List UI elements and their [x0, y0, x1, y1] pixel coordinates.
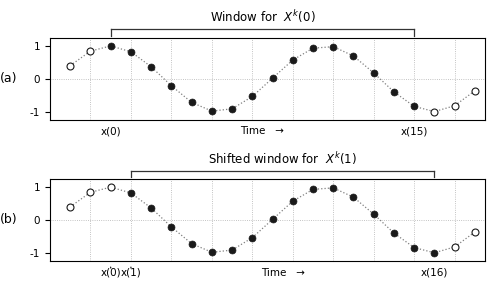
- Text: (b): (b): [0, 213, 18, 226]
- Text: x(0): x(0): [100, 268, 121, 278]
- Text: Time   →: Time →: [260, 268, 304, 278]
- Text: x(16): x(16): [420, 268, 448, 278]
- Text: (a): (a): [0, 72, 18, 85]
- Text: x(1): x(1): [120, 268, 142, 278]
- Text: Window for  $\mathit{X}^k$(0): Window for $\mathit{X}^k$(0): [210, 8, 316, 26]
- Text: x(0): x(0): [100, 126, 121, 136]
- Text: Shifted window for  $\mathit{X}^k$(1): Shifted window for $\mathit{X}^k$(1): [208, 150, 357, 166]
- Text: x(15): x(15): [400, 126, 428, 136]
- Text: Time   →: Time →: [240, 126, 284, 136]
